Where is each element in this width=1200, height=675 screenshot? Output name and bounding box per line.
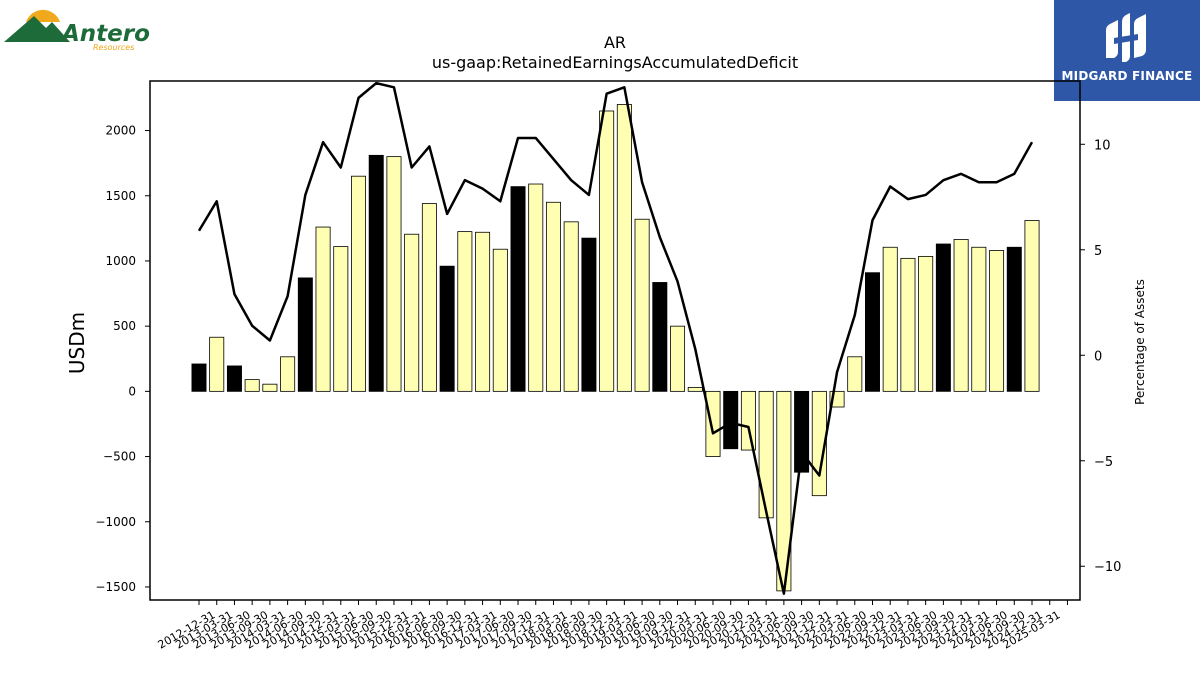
bar-2017-03-31 (492, 248, 508, 392)
line-series (197, 81, 1034, 595)
bar-2023-09-30 (953, 239, 969, 392)
bar-series (191, 104, 1040, 592)
bar-2022-06-30 (865, 272, 880, 392)
y2-tick-label: 10 (1094, 138, 1111, 153)
bar-2014-09-30 (315, 226, 331, 392)
bar-2024-06-30 (1006, 246, 1022, 392)
bar-2016-03-31 (421, 203, 437, 392)
y2-axis-label: Percentage of Assets (1133, 279, 1147, 405)
bar-2018-06-30 (581, 237, 597, 392)
bar-2024-03-31 (989, 250, 1005, 392)
y-tick-label: −1500 (95, 580, 136, 594)
bar-2016-09-30 (457, 231, 473, 392)
bar-2020-06-30 (723, 390, 739, 450)
bar-2022-03-31 (847, 356, 863, 392)
percentage-of-assets-line (197, 81, 1034, 595)
bar-2020-03-31 (705, 390, 721, 457)
y-tick-label: 500 (113, 319, 136, 333)
bar-2012-12-31 (191, 363, 207, 392)
bar-2019-12-31 (687, 387, 703, 392)
bar-2013-09-30 (244, 379, 260, 392)
midgard-finance-name: MIDGARD FINANCE (1061, 69, 1193, 83)
antero-logo-name: Antero (60, 21, 150, 47)
bar-2022-09-30 (882, 246, 898, 392)
bar-2019-09-30 (670, 325, 686, 392)
bar-2022-12-31 (900, 257, 916, 392)
bar-2013-03-31 (209, 336, 225, 392)
y-tick-label: −1000 (95, 515, 136, 529)
bar-2013-12-31 (262, 383, 278, 392)
antero-logo: Antero Resources (4, 4, 154, 56)
y-tick-label: −500 (103, 450, 136, 464)
chart-title: AR (604, 33, 626, 52)
bar-2020-12-31 (758, 390, 774, 519)
y2-tick-label: 0 (1094, 349, 1102, 364)
y-axis-label: USDm (65, 312, 89, 374)
bar-2019-03-31 (634, 218, 650, 392)
y-tick-label: 1000 (105, 254, 136, 268)
bar-2015-03-31 (351, 175, 367, 392)
bar-2018-03-31 (563, 221, 579, 392)
bar-2014-06-30 (297, 277, 313, 392)
bar-2015-12-31 (404, 233, 420, 392)
y2-tick-label: −10 (1094, 560, 1121, 575)
bar-2020-09-30 (740, 390, 756, 451)
bar-2024-09-30 (1024, 220, 1040, 392)
bar-2023-03-31 (918, 255, 934, 392)
plot-frame (149, 80, 1081, 601)
y2-tick-label: 5 (1094, 244, 1102, 259)
bar-2018-09-30 (599, 110, 615, 392)
bar-2023-12-31 (971, 246, 987, 392)
bar-2014-12-31 (333, 246, 349, 392)
bar-2016-06-30 (439, 265, 455, 392)
bar-2015-09-30 (386, 156, 402, 392)
bar-2017-09-30 (528, 183, 544, 392)
y-tick-label: 0 (128, 384, 136, 398)
bar-2019-06-30 (652, 282, 668, 392)
x-axis: 2012-12-312013-03-312013-06-302013-09-30… (156, 600, 1068, 652)
y-axis-right: −10 −5 0 5 10 (1080, 138, 1121, 575)
bar-2013-06-30 (226, 365, 242, 392)
y-axis-left: −1500 −1000 −500 0 500 1000 1500 2000 (95, 124, 150, 594)
bar-2021-06-30 (794, 390, 810, 473)
bar-2015-06-30 (368, 154, 384, 392)
y-tick-label: 1500 (105, 189, 136, 203)
bar-2017-12-31 (545, 201, 561, 392)
chart-subtitle: us-gaap:RetainedEarningsAccumulatedDefic… (432, 53, 798, 72)
antero-logo-tagline: Resources (93, 43, 134, 52)
y2-tick-label: −5 (1094, 455, 1113, 470)
bar-2014-03-31 (280, 356, 296, 392)
midgard-finance-logo: MIDGARD FINANCE (1054, 0, 1200, 101)
bar-2023-06-30 (935, 243, 951, 392)
y-tick-label: 2000 (105, 124, 136, 138)
bar-2018-12-31 (616, 104, 632, 392)
bar-2016-12-31 (475, 231, 491, 392)
bar-2017-06-30 (510, 186, 526, 392)
